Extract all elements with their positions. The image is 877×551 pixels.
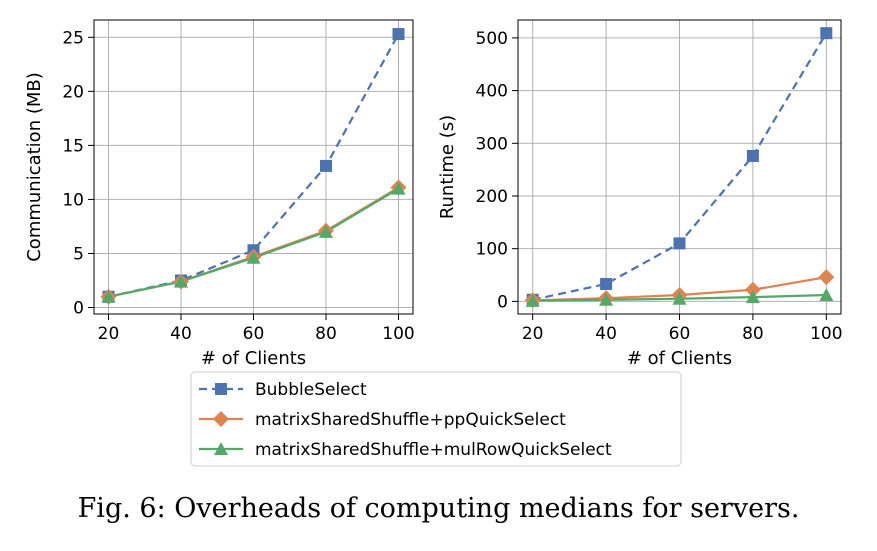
runtime-x-axis-label: # of Clients [627,348,732,369]
legend-label: BubbleSelect [255,380,367,400]
runtime-x-tick-label: 80 [742,324,764,344]
runtime-grid [518,20,841,314]
communication-x-tick-label: 60 [243,324,265,344]
legend-entries: BubbleSelect matrixSharedShuffle+ppQuickS… [199,380,612,460]
legend-box [190,371,682,467]
legend-marker-triangle [214,442,228,455]
runtime-y-tick-label: 400 [476,82,508,102]
communication-x-tick-label: 20 [98,324,120,344]
legend: BubbleSelect matrixSharedShuffle+ppQuickS… [190,371,682,467]
communication-y-tick-label: 20 [62,82,84,102]
communication-y-tick-label: 5 [73,244,84,264]
communication-x-tick-label: 40 [170,324,192,344]
runtime-point-triangle [819,288,834,302]
communication-y-tick-label: 0 [73,299,84,319]
communication-x-tick-label: 100 [382,324,414,344]
legend-marker-square [215,383,227,395]
legend-label: matrixSharedShuffle+mulRowQuickSelect [255,440,612,460]
runtime-y-tick-label: 300 [476,134,508,154]
communication-x-axis-label: # of Clients [201,348,306,369]
runtime-x-tick-label: 100 [810,324,842,344]
communication-y-tick-label: 10 [62,190,84,210]
legend-marker-diamond [213,411,229,427]
runtime-point-diamond [744,281,761,298]
communication-y-axis-label: Communication (MB) [24,72,45,262]
runtime-series [524,27,835,309]
communication-point-triangle [246,250,261,264]
runtime-x-tick-label: 40 [595,324,617,344]
runtime-point-triangle [745,290,760,304]
communication-y-tick-label: 25 [62,28,84,48]
communication-chart: 20 40 60 80 100 0 5 10 15 20 25 # of Clients Commu… [24,19,415,369]
runtime-point-square [673,237,686,250]
runtime-point-triangle [672,291,687,305]
communication-point-triangle [101,289,116,303]
communication-y-tick-label: 15 [62,136,84,156]
legend-label: matrixSharedShuffle+ppQuickSelect [255,410,566,430]
runtime-y-tick-label: 100 [476,240,508,260]
runtime-y-tick-label: 500 [476,29,508,49]
runtime-point-square [600,277,613,290]
runtime-x-tick-label: 20 [522,324,544,344]
communication-point-triangle [391,181,406,195]
runtime-x-tick-label: 60 [669,324,691,344]
communication-point-square [392,28,405,41]
runtime-y-tick-label: 0 [497,292,508,312]
communication-point-triangle [174,274,188,288]
figure-caption: Fig. 6: Overheads of computing medians f… [77,493,800,524]
runtime-point-triangle [599,292,614,306]
communication-series-line-square [108,33,400,298]
communication-point-triangle [319,224,333,238]
communication-point-square [320,159,332,172]
communication-series [100,28,407,305]
runtime-ticks: 20 40 60 80 100 0 100 200 300 400 500 [476,29,843,344]
runtime-point-diamond [818,269,835,286]
communication-x-tick-label: 80 [315,324,337,344]
runtime-point-square [746,149,759,162]
runtime-y-axis-label: Runtime (s) [437,115,458,219]
runtime-y-tick-label: 200 [476,187,508,207]
communication-grid [94,20,413,314]
runtime-chart: 20 40 60 80 100 0 100 200 300 400 500 # of Clients… [437,19,843,369]
runtime-point-triangle [525,293,540,307]
runtime-point-square [820,27,833,40]
communication-ticks: 20 40 60 80 100 0 5 10 15 20 25 [62,28,414,344]
